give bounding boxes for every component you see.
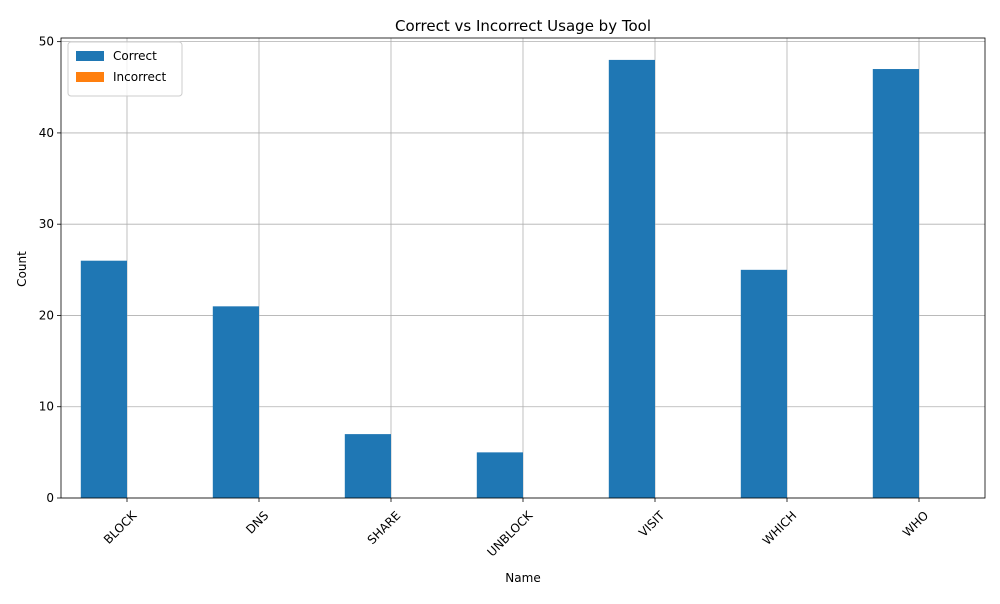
y-axis-label: Count	[15, 251, 29, 287]
bar-correct-which	[740, 269, 787, 498]
legend-swatch-incorrect	[76, 72, 104, 82]
x-tick-label: DNS	[243, 508, 271, 536]
legend-label-correct: Correct	[113, 49, 157, 63]
x-tick-label: VISIT	[636, 508, 668, 540]
x-tick-label: SHARE	[365, 508, 404, 547]
x-axis-ticks: BLOCK DNS SHARE UNBLOCK VISIT WHICH WHO	[101, 498, 931, 559]
x-tick-label: BLOCK	[101, 508, 140, 547]
bars	[80, 59, 919, 499]
grid-lines	[61, 38, 985, 499]
bar-correct-block	[80, 260, 127, 498]
bar-correct-visit	[608, 59, 655, 499]
y-tick-label: 30	[39, 217, 54, 231]
legend-label-incorrect: Incorrect	[113, 70, 166, 84]
bar-correct-share	[344, 434, 391, 498]
y-tick-label: 40	[39, 126, 54, 140]
y-tick-label: 10	[39, 400, 54, 414]
legend-swatch-correct	[76, 51, 104, 61]
x-tick-label: WHICH	[760, 508, 799, 547]
x-tick-label: WHO	[900, 508, 931, 539]
legend: Correct Incorrect	[67, 41, 183, 97]
y-tick-label: 50	[39, 35, 54, 49]
y-tick-label: 20	[39, 308, 54, 322]
x-axis-label: Name	[505, 571, 540, 585]
bar-correct-unblock	[476, 452, 523, 498]
x-tick-label: UNBLOCK	[484, 508, 536, 560]
bar-correct-who	[872, 69, 919, 499]
bar-correct-dns	[212, 306, 259, 498]
y-tick-label: 0	[46, 491, 54, 505]
y-axis-ticks: 0 10 20 30 40 50	[39, 35, 61, 505]
chart-title: Correct vs Incorrect Usage by Tool	[395, 17, 651, 35]
